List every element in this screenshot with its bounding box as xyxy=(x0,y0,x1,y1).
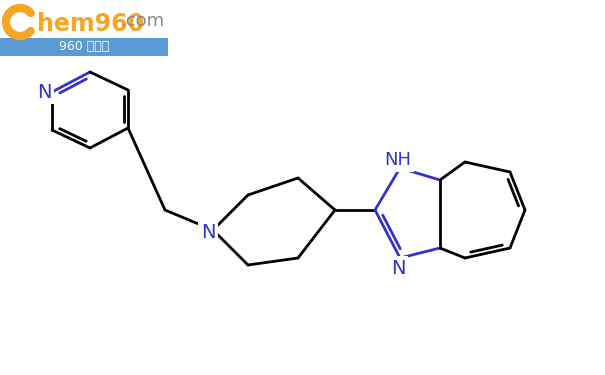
Text: N: N xyxy=(37,82,51,102)
Text: 960 化工网: 960 化工网 xyxy=(59,40,109,54)
Text: N: N xyxy=(201,222,215,242)
Bar xyxy=(0,38,168,56)
Text: hem960: hem960 xyxy=(37,12,144,36)
Text: NH: NH xyxy=(385,151,411,169)
Bar xyxy=(0,0,175,58)
Text: .com: .com xyxy=(120,12,164,30)
Text: N: N xyxy=(391,258,405,278)
